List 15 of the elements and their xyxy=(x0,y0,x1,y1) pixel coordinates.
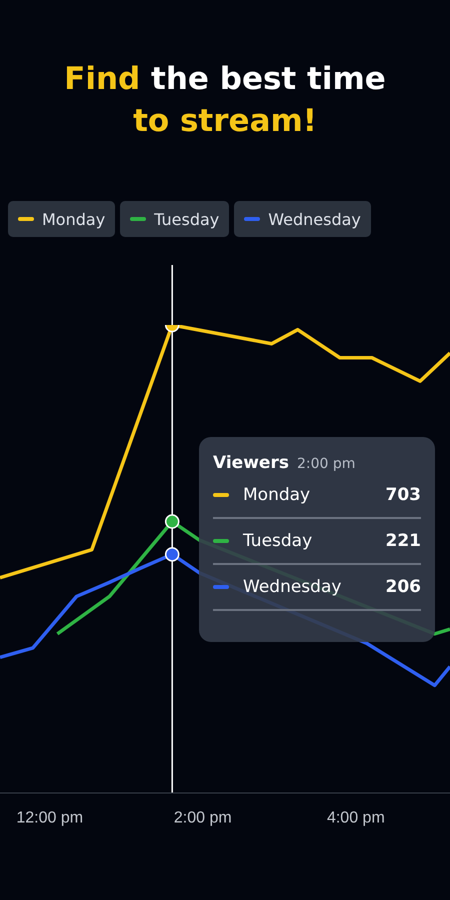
chart-title: Find the best time to stream! xyxy=(64,61,386,139)
annotation: 2:00 pm xyxy=(296,456,356,472)
legend-label: Wednesday xyxy=(243,577,342,597)
annotation: 703 xyxy=(386,485,421,505)
legend-label: Tuesday xyxy=(243,531,314,551)
x-tick-label: 4:00 pm xyxy=(326,809,385,826)
annotation: Viewers xyxy=(213,453,289,473)
text: Tuesday xyxy=(154,210,220,228)
annotation: 206 xyxy=(386,577,421,597)
text: Monday xyxy=(42,210,106,228)
x-tick-label: 12:00 pm xyxy=(16,809,84,826)
text: Wednesday xyxy=(268,210,361,228)
legend-label: Monday xyxy=(243,485,312,505)
annotation: 221 xyxy=(386,531,421,551)
x-tick-label: 2:00 pm xyxy=(174,809,232,826)
